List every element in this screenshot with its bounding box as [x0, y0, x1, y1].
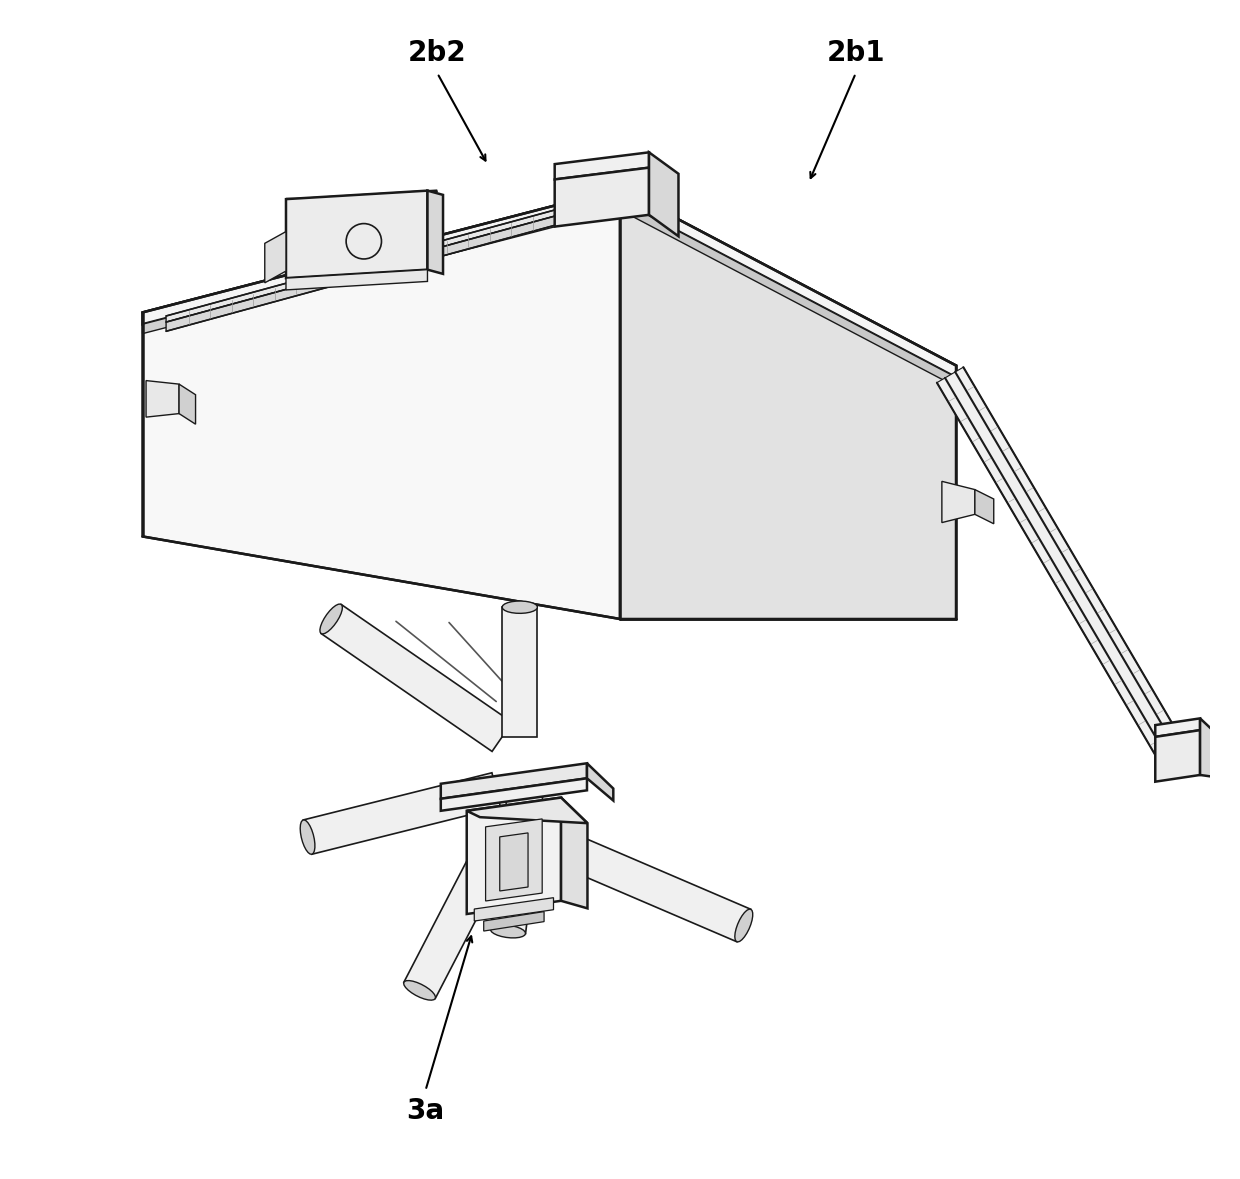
Polygon shape: [143, 200, 620, 334]
Polygon shape: [1156, 718, 1200, 737]
Polygon shape: [166, 198, 620, 331]
Polygon shape: [491, 788, 543, 934]
Polygon shape: [560, 797, 588, 908]
Polygon shape: [466, 797, 560, 914]
Polygon shape: [146, 381, 179, 417]
Polygon shape: [620, 189, 956, 619]
Polygon shape: [428, 191, 443, 274]
Polygon shape: [620, 200, 956, 387]
Polygon shape: [554, 167, 649, 226]
Polygon shape: [440, 763, 587, 799]
Polygon shape: [466, 797, 588, 823]
Polygon shape: [286, 191, 428, 278]
Polygon shape: [300, 819, 315, 855]
Text: 3a: 3a: [407, 1096, 444, 1125]
Polygon shape: [143, 189, 620, 619]
Polygon shape: [166, 192, 620, 322]
Polygon shape: [404, 981, 435, 1000]
Polygon shape: [942, 481, 975, 522]
Polygon shape: [321, 605, 512, 751]
Polygon shape: [286, 270, 428, 290]
Polygon shape: [143, 189, 956, 377]
Polygon shape: [500, 832, 528, 891]
Polygon shape: [1156, 730, 1200, 782]
Polygon shape: [179, 384, 196, 424]
Text: 2b1: 2b1: [827, 39, 885, 67]
Polygon shape: [502, 607, 537, 737]
Polygon shape: [587, 763, 614, 801]
Polygon shape: [937, 367, 1188, 765]
Polygon shape: [1200, 718, 1226, 778]
Polygon shape: [649, 152, 678, 236]
Polygon shape: [404, 823, 518, 999]
Polygon shape: [265, 231, 286, 283]
Polygon shape: [735, 909, 753, 942]
Polygon shape: [484, 911, 544, 931]
Polygon shape: [502, 601, 537, 613]
Polygon shape: [531, 821, 750, 942]
Polygon shape: [975, 489, 993, 523]
Polygon shape: [320, 604, 342, 634]
Polygon shape: [554, 152, 649, 179]
Polygon shape: [491, 924, 526, 937]
Polygon shape: [486, 819, 542, 901]
Text: 2b2: 2b2: [408, 39, 466, 67]
Polygon shape: [304, 772, 501, 855]
Polygon shape: [440, 778, 587, 811]
Polygon shape: [286, 191, 438, 199]
Polygon shape: [474, 897, 553, 921]
